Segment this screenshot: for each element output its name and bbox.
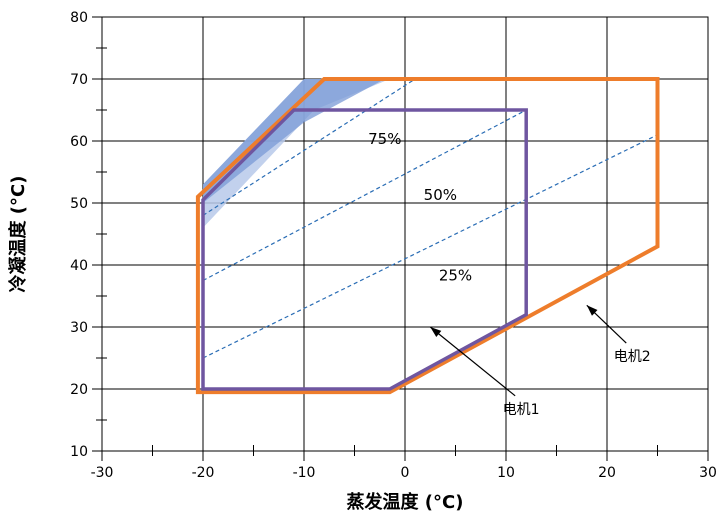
efficiency-line bbox=[202, 109, 527, 282]
x-tick-label: -20 bbox=[192, 465, 215, 481]
operating-envelopes bbox=[195, 77, 660, 395]
efficiency-label: 50% bbox=[424, 186, 457, 204]
x-axis-title: 蒸发温度 (°C) bbox=[347, 491, 464, 513]
shaded-region-dark bbox=[203, 79, 385, 203]
x-tick-label: 20 bbox=[598, 465, 616, 481]
x-tick-label: -10 bbox=[293, 465, 316, 481]
callout-line bbox=[429, 326, 516, 397]
x-tick-label: 30 bbox=[699, 465, 717, 481]
y-axis-title: 冷凝温度 (°C) bbox=[7, 176, 29, 293]
efficiency-label: 75% bbox=[368, 130, 401, 148]
callout-arrowhead bbox=[430, 327, 442, 338]
callout-arrowhead bbox=[586, 305, 598, 316]
efficiency-line bbox=[202, 134, 658, 359]
callout-label: 电机1 bbox=[503, 402, 540, 418]
x-tick-label: 10 bbox=[497, 465, 515, 481]
axis-ticks: -30 -20 -10 0 10 20 30 10 20 30 40 50 60 70 80 bbox=[70, 10, 717, 481]
y-tick-label: 10 bbox=[70, 444, 88, 460]
callout-label: 电机2 bbox=[614, 349, 651, 365]
efficiency-label: 25% bbox=[439, 267, 472, 285]
envelope-motor1 bbox=[201, 108, 528, 391]
y-tick-label: 40 bbox=[70, 258, 88, 274]
y-tick-label: 70 bbox=[70, 72, 88, 88]
y-tick-label: 20 bbox=[70, 382, 88, 398]
efficiency-line bbox=[202, 78, 416, 216]
x-tick-label: -30 bbox=[91, 465, 114, 481]
x-tick-label: 0 bbox=[401, 465, 410, 481]
y-tick-label: 80 bbox=[70, 10, 88, 26]
efficiency-lines bbox=[202, 78, 658, 359]
y-tick-label: 50 bbox=[70, 196, 88, 212]
callouts: 电机1 电机2 bbox=[429, 304, 651, 418]
y-tick-label: 30 bbox=[70, 320, 88, 336]
shaded-regions bbox=[203, 79, 390, 228]
envelope-motor2 bbox=[195, 77, 660, 395]
y-tick-label: 60 bbox=[70, 134, 88, 150]
annotations: 75% 50% 25% bbox=[368, 130, 472, 284]
